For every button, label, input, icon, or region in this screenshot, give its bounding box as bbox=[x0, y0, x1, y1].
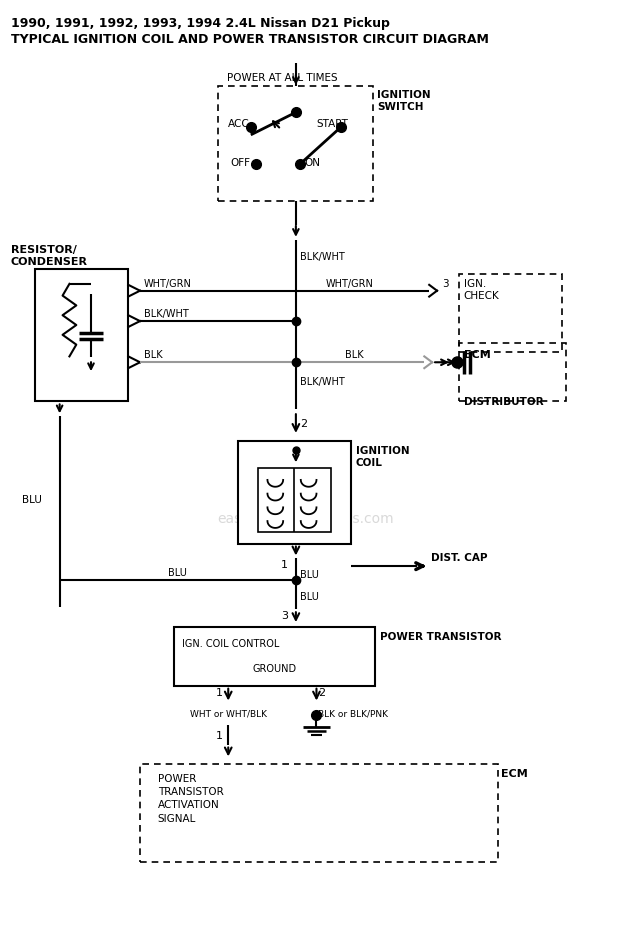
Text: ECM: ECM bbox=[501, 770, 528, 779]
Text: BLK: BLK bbox=[345, 351, 363, 360]
Text: GROUND: GROUND bbox=[252, 664, 297, 674]
Text: 2: 2 bbox=[318, 688, 326, 697]
Text: POWER
TRANSISTOR
ACTIVATION
SIGNAL: POWER TRANSISTOR ACTIVATION SIGNAL bbox=[158, 774, 224, 824]
Text: TYPICAL IGNITION COIL AND POWER TRANSISTOR CIRCUIT DIAGRAM: TYPICAL IGNITION COIL AND POWER TRANSIST… bbox=[11, 33, 488, 46]
Text: 1990, 1991, 1992, 1993, 1994 2.4L Nissan D21 Pickup: 1990, 1991, 1992, 1993, 1994 2.4L Nissan… bbox=[11, 17, 389, 30]
Text: WHT/GRN: WHT/GRN bbox=[144, 278, 192, 289]
Bar bbox=[459, 343, 567, 402]
Text: WHT/GRN: WHT/GRN bbox=[325, 278, 373, 289]
Text: OFF: OFF bbox=[230, 159, 250, 168]
Text: ON: ON bbox=[305, 159, 321, 168]
Text: BLK or BLK/PNK: BLK or BLK/PNK bbox=[318, 710, 389, 718]
Bar bbox=[35, 269, 129, 402]
Text: BLK: BLK bbox=[144, 351, 163, 360]
Text: DIST. CAP: DIST. CAP bbox=[431, 553, 488, 563]
Text: DISTRIBUTOR: DISTRIBUTOR bbox=[464, 396, 543, 407]
Text: WHT or WHT/BLK: WHT or WHT/BLK bbox=[190, 710, 267, 718]
Text: BLK/WHT: BLK/WHT bbox=[300, 253, 345, 262]
Text: ACC: ACC bbox=[228, 119, 250, 129]
Text: BLU: BLU bbox=[300, 592, 319, 601]
Text: BLK/WHT: BLK/WHT bbox=[144, 309, 188, 319]
Text: 3: 3 bbox=[281, 611, 288, 621]
Text: 1: 1 bbox=[215, 688, 222, 697]
Bar bbox=[258, 468, 331, 532]
Bar bbox=[459, 274, 562, 352]
Bar bbox=[174, 627, 375, 686]
Text: easyautodiagnostics.com: easyautodiagnostics.com bbox=[218, 512, 394, 526]
Text: 2: 2 bbox=[300, 419, 307, 429]
Text: IGN.
CHECK: IGN. CHECK bbox=[464, 279, 499, 301]
Text: ECM: ECM bbox=[464, 350, 490, 359]
Text: 1: 1 bbox=[215, 731, 222, 741]
Text: BLK/WHT: BLK/WHT bbox=[300, 377, 345, 387]
Text: POWER TRANSISTOR: POWER TRANSISTOR bbox=[380, 632, 502, 642]
Text: POWER AT ALL TIMES: POWER AT ALL TIMES bbox=[227, 73, 337, 83]
Text: BLU: BLU bbox=[300, 570, 319, 580]
Text: 1: 1 bbox=[281, 560, 288, 570]
Text: 3: 3 bbox=[442, 278, 449, 289]
Text: BLU: BLU bbox=[168, 568, 187, 578]
Text: BLU: BLU bbox=[22, 495, 42, 504]
Bar bbox=[140, 764, 498, 863]
Bar bbox=[238, 441, 351, 543]
Text: IGNITION
COIL: IGNITION COIL bbox=[356, 446, 409, 468]
Bar bbox=[218, 86, 373, 200]
Text: START: START bbox=[316, 119, 349, 129]
Text: IGNITION
SWITCH: IGNITION SWITCH bbox=[377, 89, 431, 112]
Text: RESISTOR/
CONDENSER: RESISTOR/ CONDENSER bbox=[11, 245, 88, 267]
Text: IGN. COIL CONTROL: IGN. COIL CONTROL bbox=[182, 638, 279, 649]
